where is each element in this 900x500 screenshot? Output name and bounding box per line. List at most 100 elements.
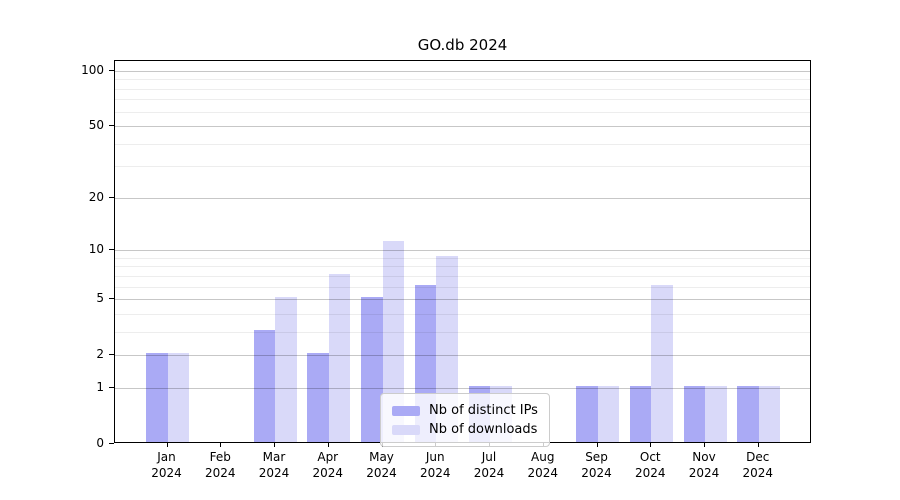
x-tick-year: 2024 — [366, 466, 397, 480]
x-tick-label-jun: Jun 2024 — [403, 449, 467, 481]
legend: Nb of distinct IPs Nb of downloads — [380, 393, 550, 447]
legend-swatch-downloads — [392, 424, 420, 435]
gridline-minor-90 — [115, 79, 810, 81]
y-tick-mark-10 — [109, 249, 114, 251]
x-tick-year: 2024 — [204, 466, 236, 480]
bar-nb-of-downloads-sep — [597, 385, 619, 442]
y-tick-label-2: 2 — [96, 347, 104, 362]
x-tick-label-aug: Aug 2024 — [511, 449, 575, 481]
x-tick-label-jan: Jan 2024 — [135, 449, 199, 481]
gridline-major-5 — [115, 299, 810, 301]
gridline-major-100 — [115, 71, 810, 72]
x-tick-month: Apr — [317, 450, 339, 464]
y-tick-label-0: 0 — [96, 436, 104, 450]
x-tick-month: Sep — [585, 450, 608, 464]
x-tick-month: May — [369, 450, 394, 464]
x-tick-year: 2024 — [258, 466, 290, 480]
x-tick-mark-mar — [274, 443, 275, 447]
gridline-minor-30 — [115, 166, 810, 168]
x-tick-year: 2024 — [688, 466, 720, 480]
legend-label-distinct-ips: Nb of distinct IPs — [429, 403, 538, 418]
plot-area — [114, 60, 811, 443]
bar-nb-of-downloads-nov — [705, 385, 727, 442]
x-tick-year: 2024 — [312, 466, 344, 480]
y-tick-label-1: 1 — [96, 379, 104, 394]
gridline-minor-70 — [115, 99, 810, 101]
bar-nb-of-downloads-apr — [328, 273, 351, 442]
x-tick-label-oct: Oct 2024 — [618, 449, 682, 481]
bar-nb-of-downloads-may — [382, 241, 404, 442]
gridline-minor-80 — [115, 88, 810, 90]
x-tick-label-feb: Feb 2024 — [188, 449, 252, 481]
x-tick-year: 2024 — [634, 466, 666, 480]
bar-nb-of-distinct-ips-sep — [576, 385, 598, 442]
legend-item-distinct-ips: Nb of distinct IPs — [392, 401, 538, 420]
x-tick-label-sep: Sep 2024 — [565, 449, 629, 481]
x-tick-month: Aug — [531, 450, 555, 464]
gridline-minor-8 — [115, 266, 810, 268]
x-tick-label-mar: Mar 2024 — [242, 449, 306, 481]
y-tick-label-20: 20 — [88, 189, 104, 204]
y-tick-mark-5 — [109, 298, 114, 300]
y-tick-label-5: 5 — [96, 291, 104, 306]
x-tick-month: Jun — [425, 450, 445, 464]
gridline-major-50 — [115, 126, 810, 128]
y-tick-label-100: 100 — [81, 63, 104, 77]
bar-nb-of-downloads-dec — [758, 385, 781, 442]
bar-nb-of-distinct-ips-jan — [146, 353, 168, 442]
gridline-major-1 — [115, 387, 810, 389]
bar-nb-of-downloads-mar — [275, 297, 297, 442]
bar-nb-of-distinct-ips-apr — [307, 353, 329, 442]
x-tick-month: Jul — [481, 450, 497, 464]
x-tick-mark-feb — [220, 443, 222, 447]
gridline-major-2 — [115, 355, 810, 357]
x-tick-mark-dec — [757, 443, 759, 447]
bar-nb-of-downloads-jan — [167, 353, 189, 442]
x-tick-mark-nov — [704, 443, 705, 447]
bar-nb-of-distinct-ips-dec — [737, 385, 759, 442]
x-tick-label-may: May 2024 — [350, 449, 414, 481]
x-tick-year: 2024 — [419, 466, 451, 480]
x-tick-mark-apr — [327, 443, 329, 447]
gridline-minor-3 — [115, 331, 810, 333]
gridline-major-20 — [115, 197, 810, 199]
y-tick-mark-0 — [109, 443, 114, 444]
x-tick-label-nov: Nov 2024 — [672, 449, 736, 481]
legend-label-downloads: Nb of downloads — [429, 422, 538, 437]
gridline-minor-60 — [115, 111, 810, 113]
y-tick-mark-20 — [109, 196, 114, 198]
x-tick-label-dec: Dec 2024 — [726, 449, 790, 481]
gridline-minor-9 — [115, 257, 810, 259]
x-tick-year: 2024 — [473, 466, 505, 480]
bar-nb-of-distinct-ips-mar — [253, 329, 275, 442]
bar-nb-of-distinct-ips-nov — [683, 385, 705, 442]
x-tick-year: 2024 — [581, 466, 612, 480]
y-tick-mark-50 — [109, 125, 114, 127]
x-tick-month: Dec — [746, 450, 770, 464]
gridline-major-10 — [115, 250, 810, 252]
x-tick-year: 2024 — [742, 466, 774, 480]
chart-title: GO.db 2024 — [417, 36, 508, 54]
x-tick-mark-oct — [650, 443, 652, 447]
x-tick-year: 2024 — [527, 466, 559, 480]
x-tick-month: Jan — [157, 450, 176, 464]
x-tick-month: Mar — [262, 450, 286, 464]
x-tick-label-apr: Apr 2024 — [296, 449, 360, 481]
gridline-minor-6 — [115, 286, 810, 288]
bar-nb-of-distinct-ips-may — [361, 297, 383, 442]
x-tick-label-jul: Jul 2024 — [457, 449, 521, 481]
x-tick-mark-jan — [166, 443, 168, 447]
x-tick-month: Nov — [692, 450, 716, 464]
bar-nb-of-downloads-oct — [651, 284, 673, 442]
gridline-minor-4 — [115, 313, 810, 315]
y-tick-mark-2 — [109, 354, 114, 356]
x-tick-month: Feb — [209, 450, 231, 464]
legend-item-downloads: Nb of downloads — [392, 420, 538, 439]
y-tick-label-10: 10 — [88, 242, 104, 257]
y-tick-label-50: 50 — [88, 118, 104, 133]
x-tick-month: Oct — [639, 450, 661, 464]
bar-nb-of-distinct-ips-oct — [629, 385, 652, 442]
y-tick-mark-1 — [109, 386, 114, 388]
gridline-minor-40 — [115, 143, 810, 145]
